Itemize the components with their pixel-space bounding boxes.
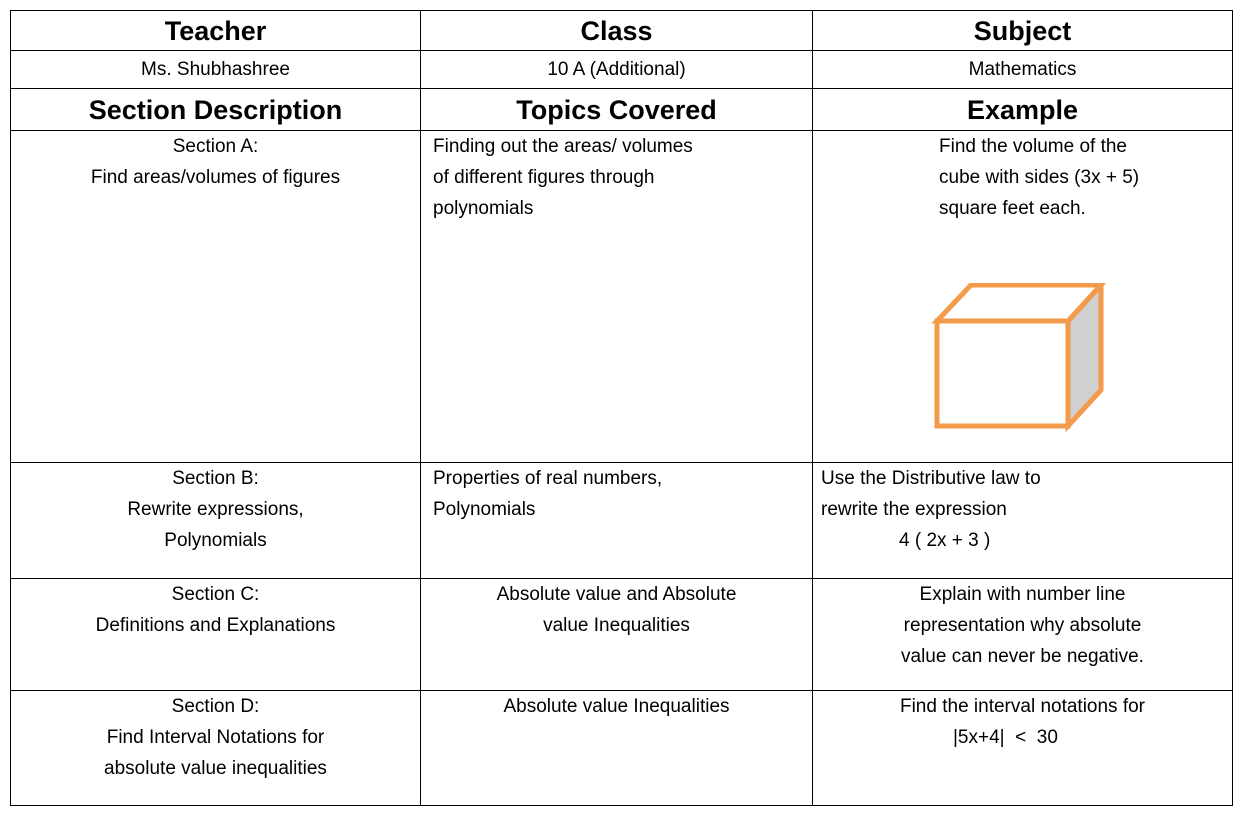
line: Find the volume of the xyxy=(939,136,1127,157)
column-cell: Topics Covered xyxy=(420,88,813,131)
cell: Section B: Rewrite expressions, Polynomial… xyxy=(10,462,421,579)
header-cell: Subject xyxy=(812,10,1233,51)
row: Section C: Definitions and Explanations A… xyxy=(10,578,1233,691)
cell: Finding out the areas/ volumes of differe… xyxy=(420,130,813,463)
info-cell: Mathematics xyxy=(812,50,1233,89)
line: Section C: xyxy=(171,584,260,605)
cell: Find the interval notations for |5x+4| < … xyxy=(812,690,1233,806)
cell: Section D: Find Interval Notations for abs… xyxy=(10,690,421,806)
line: Explain with number line xyxy=(919,584,1126,605)
cell: Section A: Find areas/volumes of figures xyxy=(10,130,421,463)
line: Properties of real numbers, xyxy=(433,468,663,489)
row: Section B: Rewrite expressions, Polynomial… xyxy=(10,462,1233,579)
column-cell: Section Description xyxy=(10,88,421,131)
line: absolute value inequalities xyxy=(104,758,327,779)
line: |5x+4| < 30 xyxy=(953,727,1058,748)
info-cell: 10 A (Additional) xyxy=(420,50,813,89)
header-row: Teacher Class Subject xyxy=(10,10,1233,51)
lesson-table: Teacher Class Subject Ms. Shubhashree 10… xyxy=(10,10,1233,806)
column-row: Section Description Topics Covered Examp… xyxy=(10,88,1233,131)
info-row: Ms. Shubhashree 10 A (Additional) Mathem… xyxy=(10,50,1233,89)
cell: Section C: Definitions and Explanations xyxy=(10,578,421,691)
line: Absolute value and Absolute xyxy=(496,584,737,605)
line: cube with sides (3x + 5) xyxy=(939,167,1140,188)
line: Find areas/volumes of figures xyxy=(90,167,341,188)
cell: Explain with number line representation w… xyxy=(812,578,1233,691)
line: Definitions and Explanations xyxy=(95,615,336,636)
header-cell: Class xyxy=(420,10,813,51)
cell: Find the volume of the cube with sides (… xyxy=(812,130,1233,463)
line: Absolute value Inequalities xyxy=(503,696,730,717)
line: Section A: xyxy=(172,136,259,157)
row: Section D: Find Interval Notations for abs… xyxy=(10,690,1233,806)
line: 4 ( 2x + 3 ) xyxy=(899,530,991,551)
info-cell: Ms. Shubhashree xyxy=(10,50,421,89)
row: Section A: Find areas/volumes of figures … xyxy=(10,130,1233,463)
line: value Inequalities xyxy=(543,615,690,636)
line: Finding out the areas/ volumes xyxy=(433,136,693,157)
cell: Absolute value and Absolute value Inequal… xyxy=(420,578,813,691)
line: square feet each. xyxy=(939,198,1086,219)
line: Find the interval notations for xyxy=(899,696,1146,717)
line: representation why absolute xyxy=(903,615,1142,636)
line: Polynomials xyxy=(164,530,267,551)
line: Find Interval Notations for xyxy=(106,727,325,748)
cell: Properties of real numbers, Polynomials xyxy=(420,462,813,579)
line: rewrite the expression xyxy=(821,499,1007,520)
line: Section B: xyxy=(172,468,259,489)
header-cell: Teacher xyxy=(10,10,421,51)
cube-front xyxy=(934,318,1071,429)
cube-illustration xyxy=(931,283,1107,433)
line: Polynomials xyxy=(433,499,536,520)
line: of different figures through xyxy=(433,167,655,188)
cell: Absolute value Inequalities xyxy=(420,690,813,806)
line: polynomials xyxy=(433,198,534,219)
line: value can never be negative. xyxy=(901,646,1144,667)
column-cell: Example xyxy=(812,88,1233,131)
cell: Use the Distributive law to rewrite the e… xyxy=(812,462,1233,579)
line: Use the Distributive law to xyxy=(821,468,1041,489)
line: Rewrite expressions, xyxy=(127,499,304,520)
line: Section D: xyxy=(171,696,260,717)
